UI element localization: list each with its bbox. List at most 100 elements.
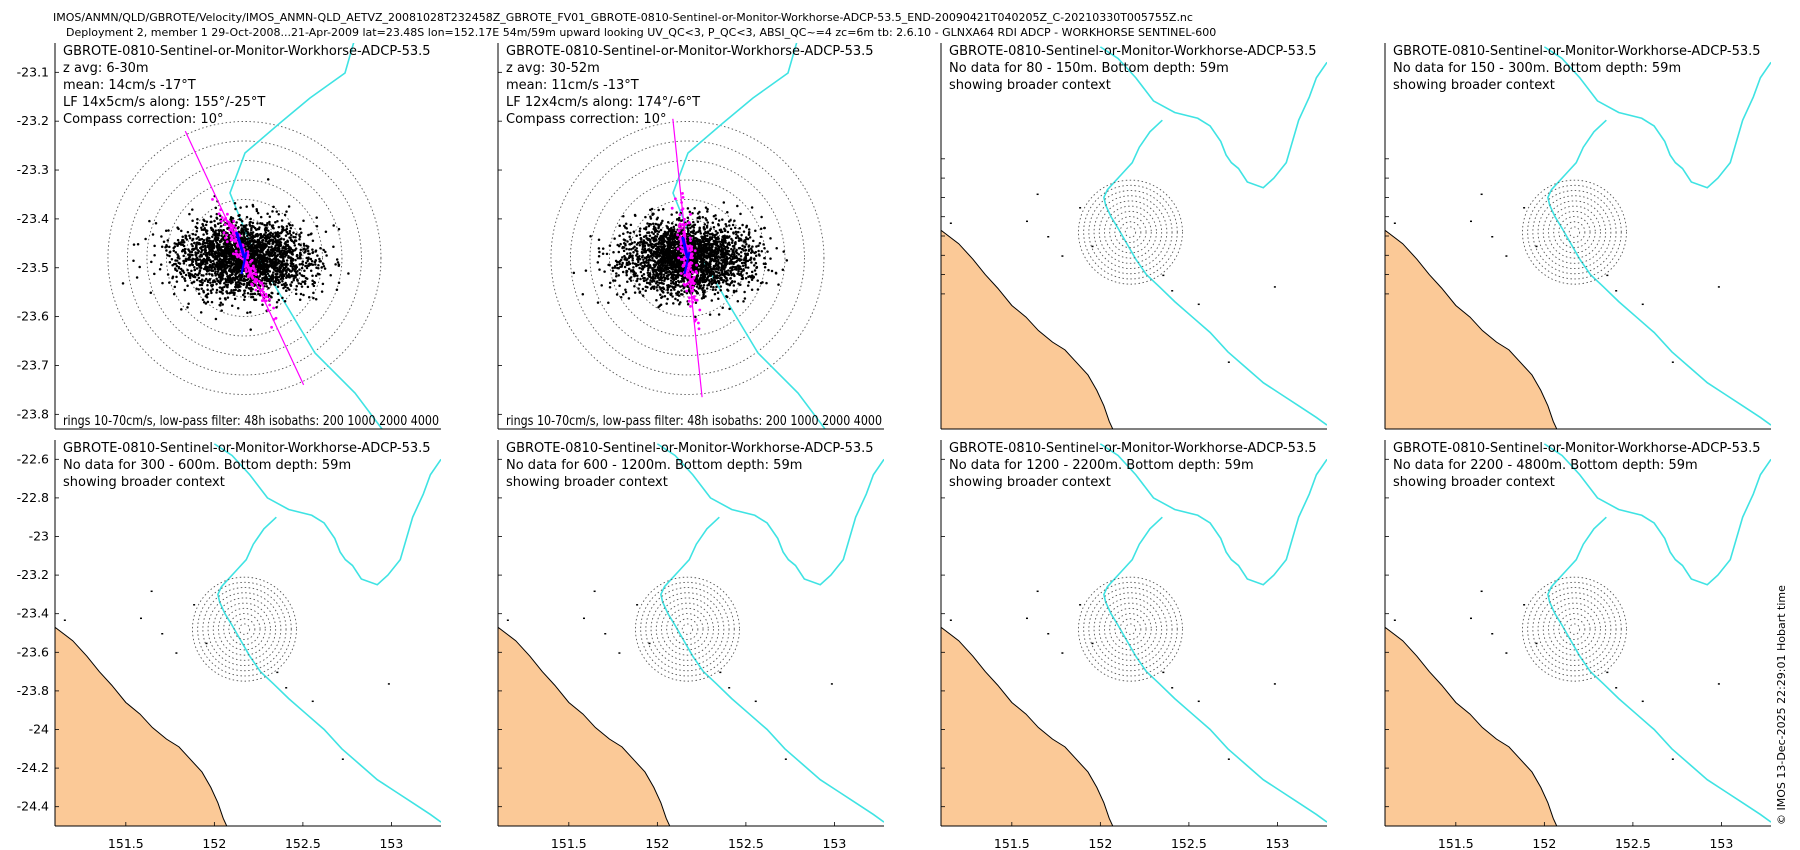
velocity-point [657, 263, 660, 267]
velocity-point [199, 265, 202, 269]
velocity-point [749, 256, 753, 259]
velocity-point [209, 243, 213, 246]
velocity-point [256, 289, 260, 293]
velocity-point [287, 250, 291, 253]
velocity-point [183, 279, 187, 283]
velocity-point [276, 258, 280, 261]
velocity-point [299, 227, 302, 231]
velocity-point [291, 265, 294, 269]
velocity-point [706, 208, 709, 211]
velocity-point [268, 223, 271, 226]
velocity-point [249, 231, 252, 234]
velocity-point [190, 269, 193, 273]
velocity-point [674, 223, 678, 227]
velocity-point [294, 292, 298, 296]
velocity-point [228, 247, 231, 251]
velocity-point [640, 261, 643, 265]
velocity-point [744, 276, 748, 280]
velocity-point [596, 261, 600, 264]
velocity-point [740, 233, 743, 237]
velocity-point [725, 250, 729, 254]
lowpass-point [272, 306, 275, 310]
velocity-point [687, 229, 690, 232]
velocity-point [294, 236, 297, 239]
velocity-point [285, 276, 288, 280]
lowpass-point [231, 232, 235, 236]
velocity-point [249, 287, 252, 291]
velocity-point [261, 254, 265, 258]
velocity-point [314, 297, 318, 301]
velocity-point [685, 291, 689, 295]
velocity-point [311, 274, 314, 277]
velocity-point [268, 257, 271, 260]
velocity-point [737, 268, 741, 271]
velocity-point [717, 222, 720, 226]
velocity-point [671, 295, 674, 298]
velocity-point [255, 228, 258, 232]
velocity-point [186, 284, 189, 288]
velocity-point [250, 238, 254, 241]
lowpass-point [270, 325, 273, 329]
velocity-point [754, 254, 758, 257]
velocity-point [210, 228, 214, 232]
velocity-point [646, 254, 650, 257]
velocity-point [242, 232, 245, 235]
velocity-point [679, 285, 682, 288]
velocity-point [263, 233, 267, 237]
velocity-point [299, 282, 303, 286]
velocity-point [266, 249, 270, 252]
velocity-point [255, 208, 258, 211]
velocity-point [279, 273, 282, 277]
velocity-point [736, 264, 740, 267]
velocity-point [202, 252, 205, 256]
velocity-point [739, 283, 742, 286]
velocity-point [699, 279, 703, 282]
velocity-point [731, 257, 734, 261]
velocity-point [195, 229, 199, 233]
velocity-point [210, 300, 214, 304]
velocity-point [660, 255, 664, 259]
velocity-point [617, 244, 621, 248]
velocity-point [754, 273, 758, 276]
velocity-point [675, 211, 678, 214]
lowpass-point [219, 208, 223, 212]
velocity-point [739, 267, 743, 271]
velocity-point [144, 237, 147, 241]
velocity-point [658, 259, 662, 262]
velocity-point [656, 232, 659, 236]
velocity-point [719, 242, 722, 246]
velocity-point [220, 234, 223, 237]
velocity-point [297, 282, 301, 285]
velocity-point [193, 241, 196, 245]
velocity-point [165, 244, 168, 247]
velocity-point [197, 292, 201, 296]
velocity-point [246, 228, 249, 231]
velocity-point [202, 289, 205, 293]
velocity-point [188, 274, 192, 277]
velocity-point [206, 300, 210, 304]
velocity-point [618, 234, 621, 237]
velocity-point [714, 241, 717, 245]
velocity-point [121, 282, 125, 285]
velocity-point [305, 277, 309, 280]
velocity-point [269, 283, 273, 286]
lowpass-point [257, 286, 261, 289]
velocity-point [714, 246, 717, 249]
velocity-point [266, 269, 269, 273]
velocity-point [746, 284, 750, 287]
lowpass-point [264, 299, 268, 303]
velocity-point [662, 275, 666, 279]
velocity-point [302, 274, 306, 278]
velocity-point [740, 270, 743, 274]
speed-ring [550, 121, 825, 395]
velocity-point [732, 253, 736, 257]
velocity-point [170, 257, 174, 261]
velocity-point [617, 250, 621, 254]
velocity-point [311, 248, 314, 251]
velocity-point [752, 239, 755, 243]
velocity-point [206, 261, 209, 265]
velocity-point [626, 263, 630, 267]
velocity-point [759, 235, 763, 239]
velocity-point [706, 221, 710, 224]
velocity-point [629, 252, 632, 255]
